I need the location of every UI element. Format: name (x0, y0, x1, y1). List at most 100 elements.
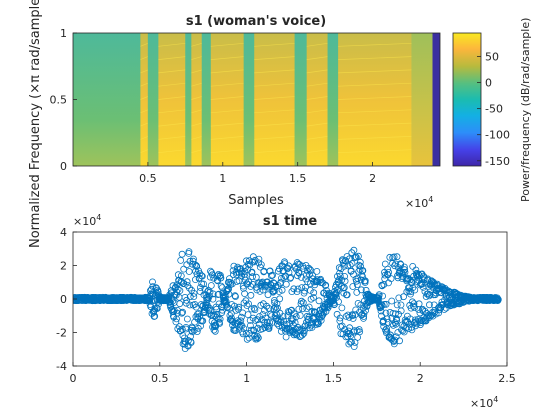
spectrogram-segment (411, 33, 433, 166)
time-scatter-point (183, 278, 191, 286)
spectrogram-harmonic (210, 69, 244, 74)
time-scatter-point (243, 302, 251, 309)
time-scatter-point (362, 307, 370, 314)
spectrogram-segment (158, 33, 186, 166)
time-scatter-point (397, 307, 405, 315)
time-scatter-point (425, 301, 433, 309)
time-scatter-point (341, 272, 349, 280)
time-scatter-point (301, 322, 309, 330)
time-scatter-point (362, 286, 370, 294)
time-scatter-point (209, 295, 217, 303)
time-scatter-point (393, 316, 401, 324)
spectrogram-harmonic (140, 149, 149, 154)
time-scatter-point (210, 326, 218, 334)
time-scatter-point (292, 313, 300, 321)
time-scatter-point (410, 300, 418, 308)
spectrogram-harmonic (191, 109, 202, 114)
time-scatter-point (249, 253, 257, 261)
time-scatter-point (494, 296, 502, 304)
time-scatter-point (237, 313, 245, 321)
spectrogram-segment (191, 33, 202, 166)
spectrogram-harmonic (306, 109, 328, 114)
spectrogram-harmonic (254, 109, 295, 114)
time-scatter-point (207, 267, 214, 275)
time-scatter-point (207, 282, 215, 289)
time-x-ticks: 0 0.5 1 1.5 2 2.5 (70, 362, 516, 385)
time-scatter-point (199, 317, 207, 325)
spectrogram-x-tick-label: 2 (369, 172, 376, 185)
colorbar-tick-label: 0 (485, 77, 492, 90)
time-scatter-point (348, 249, 356, 257)
time-scatter-point (239, 330, 247, 338)
spectrogram-segment (306, 33, 328, 166)
colorbar-tick-label: -100 (485, 129, 510, 142)
spectrogram-segment (73, 33, 141, 166)
time-scatter-point (359, 267, 367, 274)
time-scatter-point (395, 294, 403, 302)
time-scatter-point (350, 327, 358, 335)
time-scatter-point (179, 308, 187, 316)
spectrogram-harmonic (158, 42, 186, 47)
time-scatter-point (190, 326, 198, 334)
spectrogram-harmonic (338, 122, 412, 127)
time-scatter-point (387, 275, 395, 283)
spectrogram-y-tick-label: 0.5 (50, 94, 68, 107)
time-scatter-point (241, 273, 249, 281)
spectrogram-harmonic (338, 42, 412, 47)
spectrogram-harmonic (140, 69, 149, 74)
time-scatter-point (198, 272, 206, 280)
time-scatter-point (252, 334, 260, 342)
time-scatter-point (177, 272, 185, 280)
spectrogram-harmonic (338, 149, 412, 154)
time-scatter-point (262, 281, 270, 289)
time-scatter-point (287, 273, 295, 281)
time-scatter-point (151, 312, 159, 320)
time-scatter-point (170, 308, 177, 316)
time-scatter-point (253, 283, 260, 291)
time-scatter-point (391, 336, 399, 344)
time-scatter-point (298, 331, 306, 339)
time-scatter-point (248, 268, 256, 276)
time-scatter-point (375, 291, 383, 299)
time-scatter-point (383, 315, 391, 323)
spectrogram-harmonic (191, 82, 202, 87)
spectrogram-harmonic (254, 69, 295, 74)
spectrogram-harmonic (158, 56, 186, 60)
time-scatter-point (340, 284, 348, 292)
time-scatter-point (409, 284, 417, 292)
time-scatter-point (360, 313, 368, 320)
time-scatter-point (390, 253, 398, 261)
spectrogram-harmonic (254, 42, 295, 47)
time-scatter-point (357, 286, 365, 294)
spectrogram-harmonic (158, 96, 186, 100)
time-scatter-point (336, 314, 344, 322)
spectrogram-cells (73, 33, 440, 166)
spectrogram-harmonic (158, 69, 186, 74)
time-scatter-point (383, 327, 391, 335)
time-scatter-point (244, 311, 252, 319)
time-scatter-point (174, 285, 182, 293)
time-scatter-point (392, 333, 400, 341)
time-scatter-point (193, 328, 201, 336)
spectrogram-title: s1 (woman's voice) (186, 14, 326, 29)
time-scatter-point (320, 309, 328, 317)
time-x-tick-label: 0 (70, 372, 77, 385)
time-scatter-point (420, 276, 428, 284)
time-scatter-point (320, 289, 328, 297)
time-scatter-point (185, 268, 193, 275)
spectrogram-segment (147, 33, 159, 166)
time-scatter-point (378, 282, 386, 290)
spectrogram-harmonic (210, 82, 244, 87)
time-scatter-point (183, 315, 191, 323)
time-scatter-point (282, 280, 290, 288)
time-y-exponent: ×104 (73, 213, 101, 228)
time-scatter-point (169, 297, 177, 305)
time-scatter-point (190, 293, 198, 301)
time-scatter-point (183, 296, 191, 304)
time-scatter-point (252, 273, 260, 281)
spectrogram-segment (185, 33, 192, 166)
time-scatter-point (317, 275, 325, 283)
time-x-tick-label: 1.5 (325, 372, 343, 385)
time-scatter-point (185, 248, 193, 256)
spectrogram-segment (243, 33, 255, 166)
